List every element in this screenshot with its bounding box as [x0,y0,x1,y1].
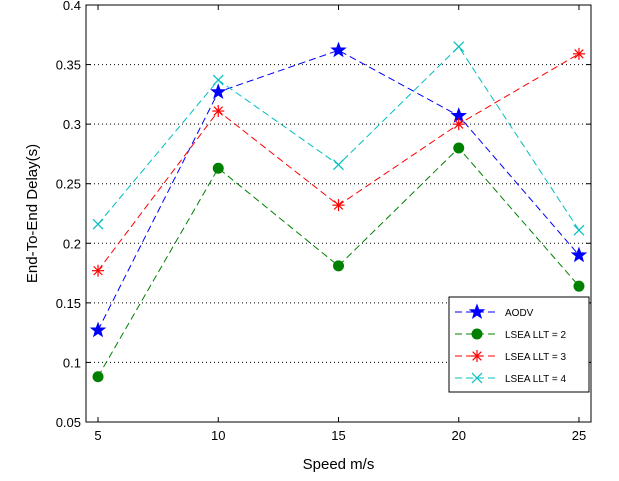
y-tick-label: 0.2 [63,236,81,251]
data-point [572,47,585,60]
data-point [330,41,347,58]
data-point [92,264,105,277]
marker-circle [212,162,224,174]
y-tick-label: 0.3 [63,117,81,132]
legend-label: AODV [505,308,534,319]
marker-circle [453,142,465,154]
x-tick-label: 20 [452,428,466,443]
legend-box [448,296,590,393]
data-point [212,105,225,118]
data-point [212,162,224,174]
x-tick-label: 5 [94,428,101,443]
marker-stroke [573,224,585,236]
legend-label: LSEA LLT = 4 [505,374,567,385]
marker-stroke [213,106,224,116]
x-tick-label: 25 [572,428,586,443]
legend-entry: LSEA LLT = 4 [455,372,567,385]
legend-entry: LSEA LLT = 2 [455,328,567,341]
series-layer [89,41,588,383]
data-point [573,280,585,292]
marker-stroke [92,218,104,230]
data-point [453,142,465,154]
marker-circle [573,280,585,292]
y-tick-label: 0.05 [56,415,81,430]
y-tick-label: 0.15 [56,296,81,311]
marker-stroke [574,49,584,59]
marker-stroke [212,74,224,86]
series-3 [92,41,585,236]
legend: AODV LSEA LLT = 2 LSEA LLT = 3 LSEA LLT = 4 [448,296,590,393]
legend-label: LSEA LLT = 3 [505,352,567,363]
y-tick-label: 0.35 [56,58,81,73]
marker-stroke [471,372,483,384]
data-point [332,199,345,212]
series-0 [89,41,588,338]
marker-stroke [333,200,344,210]
series-line [97,147,580,377]
tick-layer: 0.05 0.1 0.15 0.2 0.25 0.3 0.35 0.4 5 10 15 20 25 [56,0,591,443]
data-point [92,218,104,230]
data-point [573,224,585,236]
marker-circle [333,260,344,272]
legend-marker [468,303,486,320]
marker-stroke [453,41,465,53]
series-line [97,49,580,331]
marker-stroke [93,265,103,276]
legend-entry: AODV [455,303,534,320]
marker-stroke [453,119,464,129]
data-point [212,74,224,86]
marker-stroke [333,159,344,171]
marker-star [468,303,486,320]
marker-stroke [472,351,482,361]
legend-marker [471,328,483,340]
data-point [89,321,107,338]
y-tick-label: 0.4 [63,0,81,13]
series-2 [92,47,585,277]
marker-star [210,83,227,99]
y-tick-label: 0.1 [63,355,81,370]
data-point [452,118,465,131]
data-point [570,246,588,263]
x-tick-label: 15 [331,428,345,443]
series-1 [92,142,585,383]
marker-circle [92,371,104,383]
legend-marker [471,372,483,384]
series-line [97,53,580,272]
marker-star [89,321,107,338]
data-point [210,83,227,99]
legend-label: LSEA LLT = 2 [505,330,567,341]
marker-star [570,246,588,263]
data-point [333,159,344,171]
data-point [92,371,104,383]
legend-entry: LSEA LLT = 3 [455,350,567,363]
x-tick-label: 10 [211,428,225,443]
y-tick-label: 0.25 [56,177,81,192]
marker-circle [471,328,483,340]
marker-star [330,41,347,58]
legend-marker [471,350,483,362]
y-axis-title: End-To-End Delay(s) [24,144,41,283]
x-axis-title: Speed m/s [303,456,375,473]
data-point [453,41,465,53]
data-point [333,260,344,272]
